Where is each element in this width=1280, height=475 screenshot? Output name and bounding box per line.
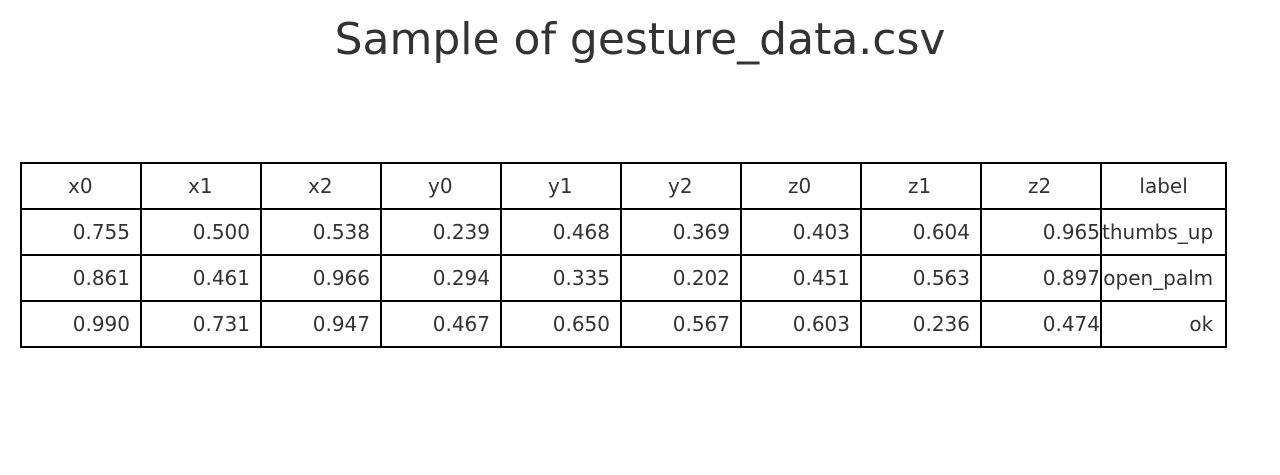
- column-header: y1: [500, 162, 622, 210]
- table-cell: 0.369: [620, 208, 742, 256]
- column-header: y2: [620, 162, 742, 210]
- label-cell: ok: [1099, 300, 1228, 348]
- table-cell: 0.239: [380, 208, 502, 256]
- column-header: z1: [860, 162, 982, 210]
- table-cell: 0.335: [500, 254, 622, 302]
- label-cell: thumbs_up: [1099, 208, 1228, 256]
- table-cell: 0.538: [260, 208, 382, 256]
- table-cell: 0.461: [140, 254, 262, 302]
- table-row: 0.990 0.731 0.947 0.467 0.650 0.567 0.60…: [20, 300, 1228, 348]
- label-cell: open_palm: [1099, 254, 1228, 302]
- table-row: 0.755 0.500 0.538 0.239 0.468 0.369 0.40…: [20, 208, 1228, 256]
- table-cell: 0.567: [620, 300, 742, 348]
- table-cell: 0.965: [980, 208, 1102, 256]
- table-header-row: x0 x1 x2 y0 y1 y2 z0 z1 z2 label: [20, 162, 1228, 210]
- table-cell: 0.403: [740, 208, 862, 256]
- column-header: label: [1099, 162, 1228, 210]
- column-header: y0: [380, 162, 502, 210]
- table-cell: 0.604: [860, 208, 982, 256]
- table-cell: 0.947: [260, 300, 382, 348]
- table-cell: 0.202: [620, 254, 742, 302]
- table-row: 0.861 0.461 0.966 0.294 0.335 0.202 0.45…: [20, 254, 1228, 302]
- table-cell: 0.451: [740, 254, 862, 302]
- table-cell: 0.731: [140, 300, 262, 348]
- column-header: z0: [740, 162, 862, 210]
- chart-title: Sample of gesture_data.csv: [334, 14, 946, 65]
- table-cell: 0.236: [860, 300, 982, 348]
- table-cell: 0.603: [740, 300, 862, 348]
- data-table: x0 x1 x2 y0 y1 y2 z0 z1 z2 label 0.755 0…: [20, 162, 1228, 348]
- table-cell: 0.897: [980, 254, 1102, 302]
- table-cell: 0.755: [20, 208, 142, 256]
- column-header: x2: [260, 162, 382, 210]
- column-header: x0: [20, 162, 142, 210]
- data-table-container: x0 x1 x2 y0 y1 y2 z0 z1 z2 label 0.755 0…: [20, 162, 1228, 348]
- table-cell: 0.468: [500, 208, 622, 256]
- table-cell: 0.650: [500, 300, 622, 348]
- column-header: x1: [140, 162, 262, 210]
- table-cell: 0.500: [140, 208, 262, 256]
- table-cell: 0.563: [860, 254, 982, 302]
- table-cell: 0.861: [20, 254, 142, 302]
- table-cell: 0.294: [380, 254, 502, 302]
- table-cell: 0.990: [20, 300, 142, 348]
- table-cell: 0.966: [260, 254, 382, 302]
- table-cell: 0.467: [380, 300, 502, 348]
- table-cell: 0.474: [980, 300, 1102, 348]
- column-header: z2: [980, 162, 1102, 210]
